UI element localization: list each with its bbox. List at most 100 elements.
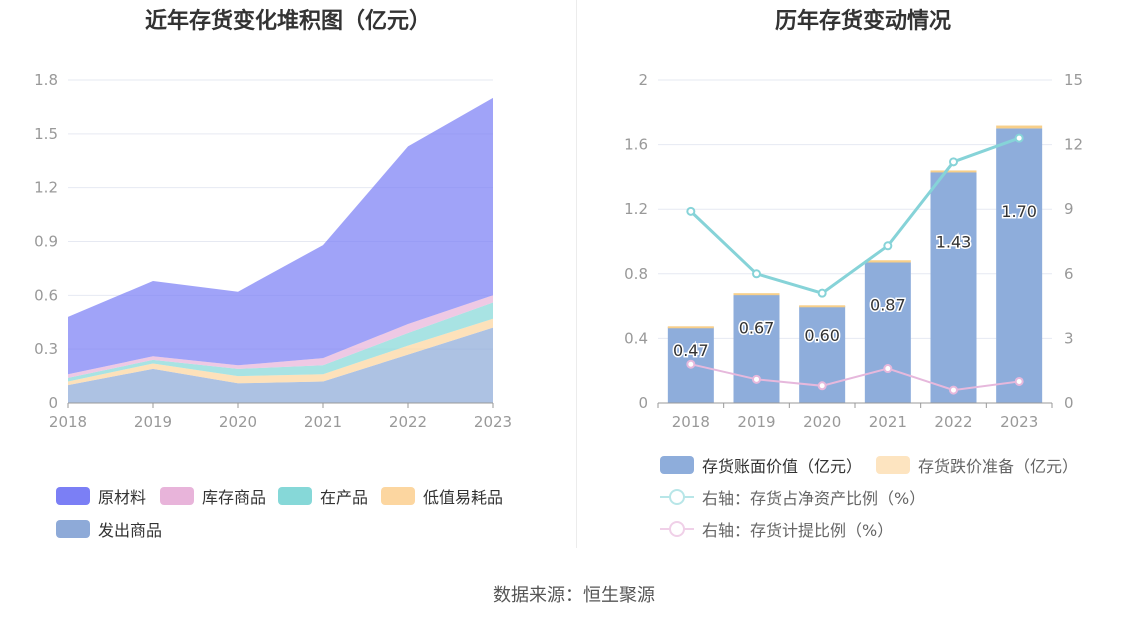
bar-data-label: 1.43	[936, 232, 972, 251]
legend-item-raw-materials[interactable]: 原材料	[56, 485, 146, 507]
inventory-bar-line-chart-panel: 历年存货变动情况 0 0.4 0.8 1.2 1.6 2 0 3 6 9 12 15 0.47 0.67 0…	[578, 0, 1148, 560]
legend-item-finished-goods[interactable]: 库存商品	[160, 485, 266, 507]
line-point	[949, 157, 958, 167]
data-source-note: 数据来源：恒生聚源	[493, 585, 655, 606]
bar-data-label: 0.60	[804, 326, 840, 345]
line-point	[1014, 133, 1024, 143]
stacked-area-chart-panel: 近年存货变化堆积图（亿元） 0 0.3 0.6 0.9 1.2 1.5 1.8 2018 201…	[0, 0, 576, 560]
x-tick-label: 2022	[934, 413, 972, 431]
area-发出商品	[68, 327, 493, 403]
line-point	[1014, 376, 1024, 386]
legend-label: 在产品	[320, 488, 369, 507]
y-tick-label: 1.2	[624, 200, 648, 218]
area-在产品	[68, 302, 493, 382]
y2-tick-label: 15	[1064, 71, 1083, 89]
y2-tick-label: 0	[1064, 394, 1074, 412]
bar-impairment-reserve	[733, 293, 780, 296]
y2-tick-label: 6	[1064, 265, 1074, 283]
panel-divider	[576, 0, 577, 548]
line-point	[686, 359, 696, 369]
legend-item-low-value-consumables[interactable]: 低值易耗品	[381, 485, 503, 507]
line-右轴：存货计提比例（%）	[690, 363, 1020, 392]
bar-impairment-reserve	[799, 305, 846, 308]
legend-item-provision-ratio[interactable]: 右轴：存货计提比例（%）	[660, 518, 893, 540]
y-tick-label: 0	[638, 394, 648, 412]
legend-swatch	[381, 487, 415, 505]
line-右轴：存货占净资产比例（%）	[689, 136, 1020, 295]
legend-item-book-value[interactable]: 存货账面价值（亿元）	[660, 454, 862, 476]
y2-tick-label: 12	[1064, 136, 1083, 154]
line-point	[949, 385, 958, 395]
legend-label: 原材料	[98, 488, 147, 507]
line-point	[817, 381, 827, 391]
legend-swatch	[660, 456, 694, 474]
y2-tick-label: 9	[1064, 200, 1074, 218]
x-tick-label: 2023	[474, 413, 512, 431]
legend-label: 右轴：存货计提比例（%）	[702, 521, 894, 540]
legend-line-swatch	[660, 487, 694, 507]
bar-data-label: 0.47	[673, 341, 709, 360]
legend-label: 库存商品	[202, 488, 267, 507]
y-tick-label: 0.9	[34, 233, 58, 251]
y-tick-label: 1.5	[34, 125, 58, 143]
legend-label: 存货账面价值（亿元）	[702, 457, 863, 476]
bar-data-label: 1.70	[1001, 202, 1037, 221]
y-tick-label: 0.4	[624, 329, 648, 347]
bar-data-label: 0.87	[870, 296, 906, 315]
legend-swatch	[56, 520, 90, 538]
line-point	[752, 374, 761, 384]
legend-label: 存货跌价准备（亿元）	[918, 457, 1079, 476]
line-point	[686, 206, 696, 216]
x-tick-label: 2018	[672, 413, 710, 431]
chart-title: 历年存货变动情况	[774, 9, 951, 34]
legend-label: 右轴：存货占净资产比例（%）	[702, 489, 926, 508]
line-point	[817, 288, 827, 298]
bar-impairment-reserve	[864, 260, 911, 263]
legend-item-inventory-to-net-assets[interactable]: 右轴：存货占净资产比例（%）	[660, 486, 925, 508]
bar-book-value	[930, 172, 977, 403]
bar-impairment-reserve	[930, 170, 977, 173]
legend-line-swatch	[660, 519, 694, 539]
y-tick-label: 1.6	[624, 136, 648, 154]
x-tick-label: 2021	[869, 413, 907, 431]
legend-item-goods-shipped[interactable]: 发出商品	[56, 518, 162, 540]
bar-impairment-reserve	[667, 326, 714, 329]
y-tick-label: 0	[48, 394, 58, 412]
bar-book-value	[733, 294, 780, 403]
x-tick-label: 2021	[304, 413, 342, 431]
bar-book-value	[864, 262, 911, 403]
x-tick-label: 2020	[803, 413, 841, 431]
y-tick-label: 0.6	[34, 286, 58, 304]
bar-book-value	[996, 128, 1043, 403]
stacked-area-chart: 0 0.3 0.6 0.9 1.2 1.5 1.8 2018 2019 2020 2021 2022 2…	[34, 71, 512, 431]
x-tick-label: 2023	[1000, 413, 1038, 431]
bar-line-combo-chart: 0 0.4 0.8 1.2 1.6 2 0 3 6 9 12 15 0.47 0.67 0.60 0.87 1.…	[624, 71, 1083, 431]
legend-swatch	[876, 456, 910, 474]
x-tick-label: 2019	[134, 413, 172, 431]
area-低值易耗品	[68, 318, 493, 386]
y2-tick-label: 3	[1064, 329, 1074, 347]
chart-title: 近年存货变化堆积图（亿元）	[144, 9, 431, 34]
legend-item-impairment-reserve[interactable]: 存货跌价准备（亿元）	[876, 454, 1078, 476]
x-tick-label: 2018	[49, 413, 87, 431]
x-tick-label: 2019	[737, 413, 775, 431]
legend-label: 发出商品	[98, 521, 163, 540]
x-tick-label: 2022	[389, 413, 427, 431]
y-tick-label: 2	[638, 71, 648, 89]
line-point	[883, 241, 893, 251]
area-原材料	[68, 97, 493, 375]
bar-data-label: 0.67	[739, 318, 775, 337]
x-tick-label: 2020	[219, 413, 257, 431]
line-point	[883, 364, 893, 374]
bar-impairment-reserve	[996, 125, 1043, 129]
y-tick-label: 1.2	[34, 179, 58, 197]
legend-item-work-in-progress[interactable]: 在产品	[278, 485, 368, 507]
line-point	[752, 269, 761, 279]
legend-swatch	[56, 487, 90, 505]
y-tick-label: 0.3	[34, 340, 58, 358]
legend-swatch	[160, 487, 194, 505]
y-tick-label: 1.8	[34, 71, 58, 89]
legend-swatch	[278, 487, 312, 505]
legend-label: 低值易耗品	[423, 488, 504, 507]
y-tick-label: 0.8	[624, 265, 648, 283]
